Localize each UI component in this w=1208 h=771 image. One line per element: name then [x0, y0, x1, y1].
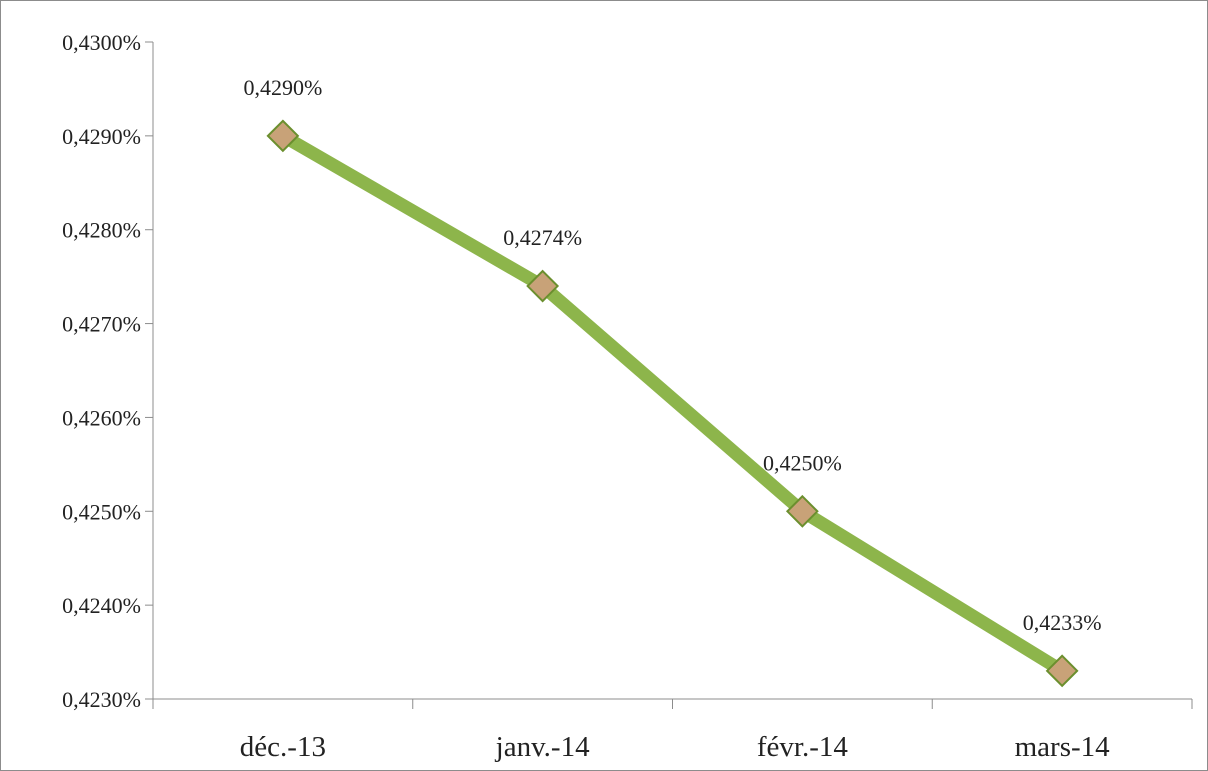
data-label: 0,4233%	[1023, 610, 1102, 635]
data-label: 0,4290%	[243, 75, 322, 100]
data-label: 0,4250%	[763, 450, 842, 475]
y-tick-label: 0,4240%	[62, 593, 141, 618]
y-tick-label: 0,4290%	[62, 124, 141, 149]
data-label: 0,4274%	[503, 225, 582, 250]
x-tick-label: mars-14	[1015, 731, 1111, 763]
y-tick-label: 0,4230%	[62, 687, 141, 712]
y-tick-label: 0,4250%	[62, 499, 141, 524]
x-tick-label: févr.-14	[757, 731, 848, 763]
x-tick-label: déc.-13	[240, 731, 326, 763]
y-tick-label: 0,4260%	[62, 405, 141, 430]
y-tick-label: 0,4270%	[62, 312, 141, 337]
data-point	[526, 269, 560, 303]
data-point	[785, 494, 819, 528]
y-tick-label: 0,4300%	[62, 30, 141, 55]
series-line	[276, 129, 1069, 678]
data-point	[1045, 654, 1079, 688]
data-point	[266, 119, 300, 153]
x-tick-label: janv.-14	[495, 731, 590, 763]
y-tick-label: 0,4280%	[62, 218, 141, 243]
